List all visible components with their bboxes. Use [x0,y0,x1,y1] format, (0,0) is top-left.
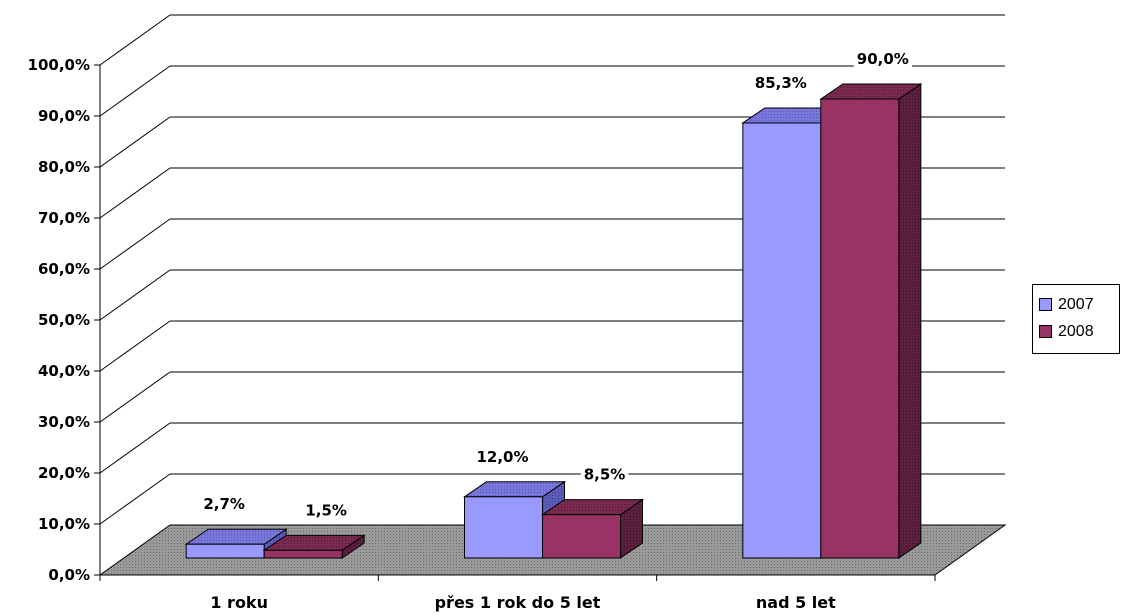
data-label-2008-0: 1,5% [305,501,347,519]
data-label-background [302,500,350,521]
gridline-diagonal [99,116,171,168]
data-label-2008-1: 8,5% [584,466,626,484]
data-label-background [580,464,629,485]
gridline-diagonal [99,473,171,525]
bar-2008-1 [542,514,621,559]
y-tick-label: 100,0% [28,56,90,74]
bar-2007-0 [185,543,265,559]
y-tick-label: 10,0% [38,515,90,533]
gridline-diagonal [99,167,171,219]
y-tick-label: 80,0% [38,158,90,176]
gridline-diagonal [99,65,171,117]
legend-item-2007: 2007 [1039,291,1113,318]
y-tick-label: 50,0% [38,311,90,329]
bar-2008-2 [820,98,900,559]
data-label-2008-2: 90,0% [857,50,909,68]
legend-swatch-2007 [1039,298,1052,311]
y-tick-label: 0,0% [48,566,90,584]
bar-2008-0 [263,549,343,559]
y-tick-label: 40,0% [38,362,90,380]
y-tick-label: 60,0% [38,260,90,278]
legend-swatch-2008 [1039,325,1052,338]
x-category-label: nad 5 let [756,593,836,612]
data-label-background [200,494,248,515]
gridline-diagonal [99,218,171,270]
x-category-label: 1 roku [210,593,268,612]
y-tick-label: 30,0% [38,413,90,431]
y-tick-label: 20,0% [38,464,90,482]
gridline-diagonal [99,422,171,474]
x-category-label: přes 1 rok do 5 let [435,593,601,612]
y-tick-label: 70,0% [38,209,90,227]
data-label-2007-2: 85,3% [755,74,807,92]
data-label-background [853,49,912,69]
bar-side-2008-2 [898,83,922,559]
legend-label-2008: 2008 [1058,322,1094,340]
gridline-diagonal [99,371,171,423]
bar-2007-1 [464,496,543,559]
y-tick-label: 90,0% [38,107,90,125]
gridline-diagonal [99,269,171,321]
data-label-2007-0: 2,7% [203,495,245,513]
data-label-2007-1: 12,0% [476,448,528,466]
bar-2007-2 [742,122,822,559]
gridline-diagonal [99,14,171,66]
gridline-diagonal [99,320,171,372]
legend-item-2008: 2008 [1039,318,1113,345]
legend-label-2007: 2007 [1058,295,1094,313]
data-label-background [473,446,532,467]
data-label-background [751,72,810,93]
legend: 2007 2008 [1032,284,1120,354]
